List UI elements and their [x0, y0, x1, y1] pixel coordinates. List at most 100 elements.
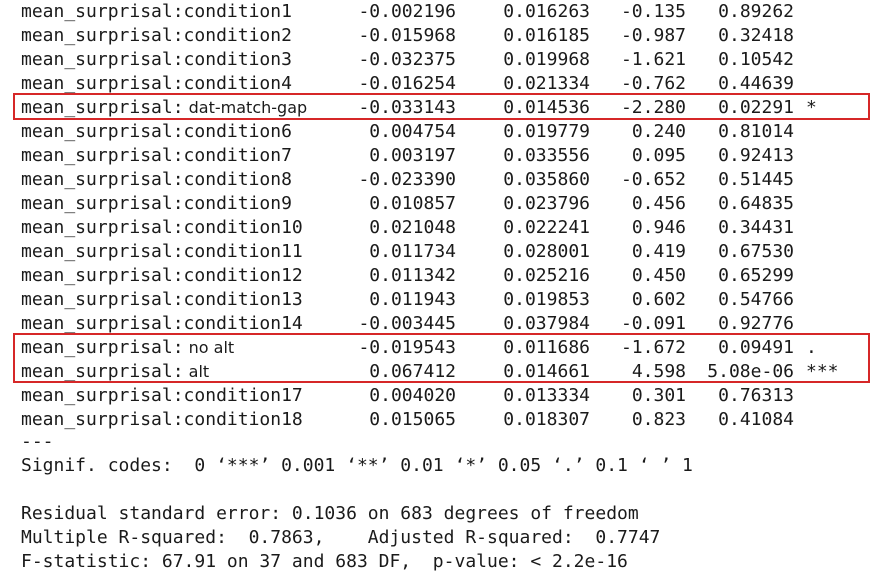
- p-value: 0.92413: [718, 145, 794, 166]
- estimate-value: -0.002196: [358, 1, 456, 22]
- term-label: mean_surprisal:condition17: [21, 385, 303, 406]
- t-value: 0.240: [631, 121, 686, 142]
- std-error-value: 0.013334: [503, 385, 590, 406]
- estimate-value: 0.067412: [369, 361, 456, 382]
- p-value: 0.09491: [718, 337, 794, 358]
- term-prefix: mean_surprisal:: [21, 97, 184, 118]
- estimate-value: 0.003197: [369, 145, 456, 166]
- signif-codes-line: Signif. codes: 0 ‘***’ 0.001 ‘**’ 0.01 ‘…: [21, 455, 693, 476]
- estimate-value: -0.016254: [358, 73, 456, 94]
- p-value: 0.34431: [718, 217, 794, 238]
- term-label: mean_surprisal:condition13: [21, 289, 303, 310]
- term-label: mean_surprisal:condition11: [21, 241, 303, 262]
- term-label: mean_surprisal:condition7: [21, 145, 292, 166]
- t-value: 0.450: [631, 265, 686, 286]
- std-error-value: 0.019968: [503, 49, 590, 70]
- t-value: -0.762: [620, 73, 686, 94]
- term-label: mean_surprisal:condition3: [21, 49, 292, 70]
- t-value: -0.135: [620, 1, 686, 22]
- estimate-value: -0.032375: [358, 49, 456, 70]
- p-value: 0.54766: [718, 289, 794, 310]
- std-error-value: 0.022241: [503, 217, 590, 238]
- term-label: mean_surprisal:condition12: [21, 265, 303, 286]
- significance-stars: *: [806, 97, 817, 118]
- estimate-value: -0.003445: [358, 313, 456, 334]
- p-value: 0.44639: [718, 73, 794, 94]
- t-value: 0.823: [631, 409, 686, 430]
- std-error-value: 0.019779: [503, 121, 590, 142]
- term-label: mean_surprisal:condition18: [21, 409, 303, 430]
- estimate-value: 0.010857: [369, 193, 456, 214]
- std-error-value: 0.014536: [503, 97, 590, 118]
- p-value: 0.81014: [718, 121, 794, 142]
- t-value: 0.602: [631, 289, 686, 310]
- p-value: 0.02291: [718, 97, 794, 118]
- t-value: -1.672: [620, 337, 686, 358]
- t-value: 0.301: [631, 385, 686, 406]
- estimate-value: 0.011342: [369, 265, 456, 286]
- p-value: 0.41084: [718, 409, 794, 430]
- term-label: mean_surprisal:condition8: [21, 169, 292, 190]
- estimate-value: -0.015968: [358, 25, 456, 46]
- term-label: mean_surprisal:condition2: [21, 25, 292, 46]
- t-value: 0.419: [631, 241, 686, 262]
- std-error-value: 0.033556: [503, 145, 590, 166]
- term-suffix: dat-match-gap: [183, 98, 308, 117]
- t-value: -0.987: [620, 25, 686, 46]
- std-error-value: 0.019853: [503, 289, 590, 310]
- t-value: 4.598: [631, 361, 686, 382]
- term-prefix: mean_surprisal:: [21, 337, 184, 358]
- std-error-value: 0.014661: [503, 361, 590, 382]
- term-label: mean_surprisal: dat-match-gap: [21, 96, 307, 120]
- f-statistic-line: F-statistic: 67.91 on 37 and 683 DF, p-v…: [21, 551, 628, 572]
- p-value: 0.92776: [718, 313, 794, 334]
- term-label: mean_surprisal:condition1: [21, 1, 292, 22]
- term-prefix: mean_surprisal:: [21, 361, 184, 382]
- separator-line: ---: [21, 431, 54, 452]
- significance-stars: .: [806, 337, 817, 358]
- term-label: mean_surprisal:condition10: [21, 217, 303, 238]
- p-value: 0.32418: [718, 25, 794, 46]
- term-suffix: alt: [183, 362, 210, 381]
- estimate-value: 0.015065: [369, 409, 456, 430]
- p-value: 0.51445: [718, 169, 794, 190]
- r-squared-line: Multiple R-squared: 0.7863, Adjusted R-s…: [21, 527, 661, 548]
- std-error-value: 0.016185: [503, 25, 590, 46]
- estimate-value: 0.011734: [369, 241, 456, 262]
- std-error-value: 0.018307: [503, 409, 590, 430]
- term-label: mean_surprisal: alt: [21, 360, 209, 384]
- std-error-value: 0.028001: [503, 241, 590, 262]
- t-value: -0.652: [620, 169, 686, 190]
- term-label: mean_surprisal:condition6: [21, 121, 292, 142]
- term-suffix: no alt: [183, 338, 235, 357]
- p-value: 5.08e-06: [707, 361, 794, 382]
- p-value: 0.76313: [718, 385, 794, 406]
- term-label: mean_surprisal:condition9: [21, 193, 292, 214]
- estimate-value: 0.021048: [369, 217, 456, 238]
- estimate-value: -0.033143: [358, 97, 456, 118]
- t-value: -1.621: [620, 49, 686, 70]
- term-label: mean_surprisal:condition4: [21, 73, 292, 94]
- term-label: mean_surprisal: no alt: [21, 336, 234, 360]
- p-value: 0.65299: [718, 265, 794, 286]
- t-value: 0.456: [631, 193, 686, 214]
- std-error-value: 0.021334: [503, 73, 590, 94]
- t-value: -2.280: [620, 97, 686, 118]
- std-error-value: 0.011686: [503, 337, 590, 358]
- t-value: -0.091: [620, 313, 686, 334]
- p-value: 0.89262: [718, 1, 794, 22]
- std-error-value: 0.037984: [503, 313, 590, 334]
- estimate-value: -0.019543: [358, 337, 456, 358]
- p-value: 0.10542: [718, 49, 794, 70]
- t-value: 0.095: [631, 145, 686, 166]
- std-error-value: 0.035860: [503, 169, 590, 190]
- estimate-value: -0.023390: [358, 169, 456, 190]
- term-label: mean_surprisal:condition14: [21, 313, 303, 334]
- t-value: 0.946: [631, 217, 686, 238]
- residual-se-line: Residual standard error: 0.1036 on 683 d…: [21, 503, 639, 524]
- significance-stars: ***: [806, 361, 839, 382]
- std-error-value: 0.025216: [503, 265, 590, 286]
- estimate-value: 0.004020: [369, 385, 456, 406]
- p-value: 0.67530: [718, 241, 794, 262]
